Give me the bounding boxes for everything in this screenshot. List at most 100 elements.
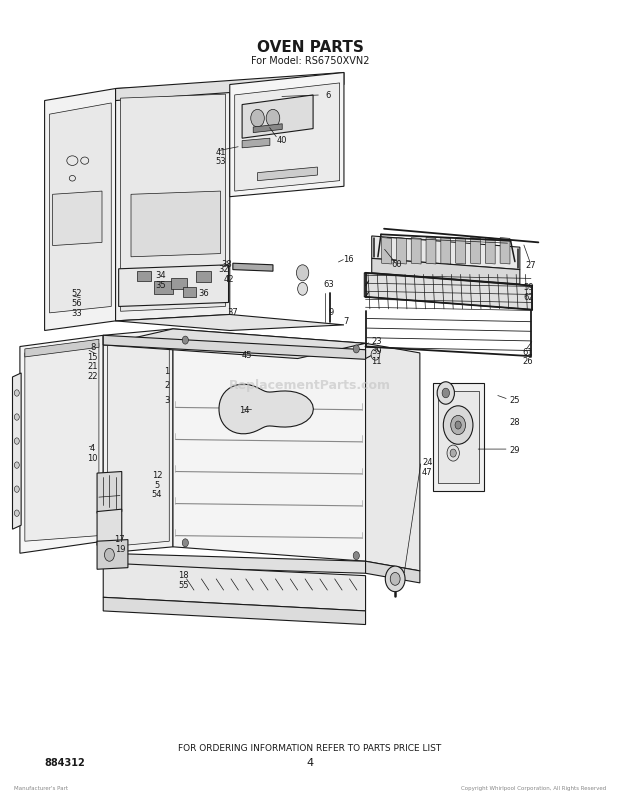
Polygon shape: [381, 238, 391, 265]
Text: 38: 38: [221, 259, 232, 268]
Text: 29: 29: [510, 445, 520, 454]
Text: 9: 9: [329, 308, 334, 316]
Polygon shape: [219, 385, 313, 434]
Polygon shape: [233, 264, 273, 272]
Text: 37: 37: [228, 308, 238, 316]
Circle shape: [182, 336, 188, 344]
Text: 27: 27: [526, 261, 536, 270]
Circle shape: [14, 511, 19, 517]
Polygon shape: [426, 238, 436, 265]
Polygon shape: [366, 344, 420, 571]
Text: 3: 3: [164, 395, 169, 405]
Text: 884312: 884312: [45, 756, 86, 767]
Text: 4: 4: [90, 443, 95, 452]
Polygon shape: [253, 124, 282, 133]
Polygon shape: [20, 336, 104, 553]
Text: 41: 41: [215, 147, 226, 157]
Circle shape: [250, 110, 264, 128]
Text: 52: 52: [71, 289, 82, 298]
Circle shape: [353, 345, 360, 353]
Circle shape: [371, 349, 379, 361]
Polygon shape: [235, 84, 340, 192]
Polygon shape: [485, 238, 495, 265]
Text: 11: 11: [371, 357, 382, 365]
Polygon shape: [456, 238, 466, 265]
Text: 18: 18: [178, 571, 188, 580]
Polygon shape: [131, 192, 221, 258]
Text: 59: 59: [524, 283, 534, 291]
Circle shape: [14, 487, 19, 493]
Circle shape: [437, 382, 454, 405]
Polygon shape: [438, 392, 479, 483]
Polygon shape: [97, 540, 128, 569]
Text: 1: 1: [164, 367, 169, 376]
Polygon shape: [184, 287, 196, 297]
Polygon shape: [365, 274, 532, 310]
Polygon shape: [471, 238, 480, 265]
Polygon shape: [25, 340, 99, 357]
Polygon shape: [137, 272, 151, 282]
Text: 24: 24: [422, 457, 433, 466]
Text: OVEN PARTS: OVEN PARTS: [257, 40, 363, 55]
Circle shape: [14, 438, 19, 445]
Text: 17: 17: [115, 535, 125, 544]
Text: 4: 4: [306, 756, 314, 767]
Text: 40: 40: [277, 136, 288, 145]
Text: 14: 14: [239, 405, 249, 414]
Text: 22: 22: [87, 372, 98, 381]
Circle shape: [450, 450, 456, 458]
Text: 61: 61: [522, 348, 533, 357]
Text: Manufacturer's Part: Manufacturer's Part: [14, 785, 68, 789]
Text: ReplacementParts.com: ReplacementParts.com: [229, 379, 391, 392]
Text: 55: 55: [178, 581, 188, 589]
Polygon shape: [372, 259, 520, 285]
Polygon shape: [104, 563, 366, 611]
Text: 28: 28: [510, 417, 520, 426]
Circle shape: [266, 110, 280, 128]
Polygon shape: [242, 96, 313, 139]
Polygon shape: [366, 561, 420, 583]
Text: 54: 54: [152, 490, 162, 499]
Circle shape: [14, 414, 19, 421]
Polygon shape: [196, 272, 211, 283]
Polygon shape: [242, 139, 270, 149]
Text: 63: 63: [323, 279, 334, 288]
Text: 21: 21: [87, 362, 98, 371]
Circle shape: [298, 283, 308, 296]
Circle shape: [442, 389, 450, 398]
Circle shape: [385, 566, 405, 592]
Polygon shape: [104, 597, 366, 625]
Text: 5: 5: [154, 480, 159, 489]
Polygon shape: [396, 238, 406, 265]
Text: 47: 47: [422, 467, 433, 476]
Circle shape: [451, 416, 466, 435]
Circle shape: [14, 390, 19, 397]
Polygon shape: [118, 266, 229, 307]
Text: 6: 6: [326, 92, 331, 100]
Polygon shape: [411, 238, 421, 265]
Text: FOR ORDERING INFORMATION REFER TO PARTS PRICE LIST: FOR ORDERING INFORMATION REFER TO PARTS …: [179, 743, 441, 752]
Polygon shape: [104, 336, 366, 360]
Text: 26: 26: [522, 357, 533, 366]
Polygon shape: [120, 95, 226, 312]
Text: 42: 42: [223, 275, 234, 283]
Circle shape: [14, 463, 19, 469]
Polygon shape: [50, 104, 111, 313]
Polygon shape: [104, 553, 366, 573]
Text: 15: 15: [87, 353, 98, 361]
Circle shape: [443, 406, 473, 445]
Text: 12: 12: [152, 471, 162, 479]
Text: 8: 8: [90, 343, 95, 352]
Circle shape: [182, 539, 188, 547]
Circle shape: [296, 266, 309, 282]
Polygon shape: [97, 472, 122, 514]
Text: 19: 19: [115, 544, 125, 553]
Text: 34: 34: [156, 271, 166, 279]
Text: 16: 16: [343, 255, 353, 263]
Polygon shape: [115, 85, 230, 321]
Text: 33: 33: [71, 308, 82, 317]
Polygon shape: [173, 329, 366, 561]
Circle shape: [104, 548, 114, 561]
Text: 56: 56: [71, 299, 82, 308]
Polygon shape: [104, 329, 173, 553]
